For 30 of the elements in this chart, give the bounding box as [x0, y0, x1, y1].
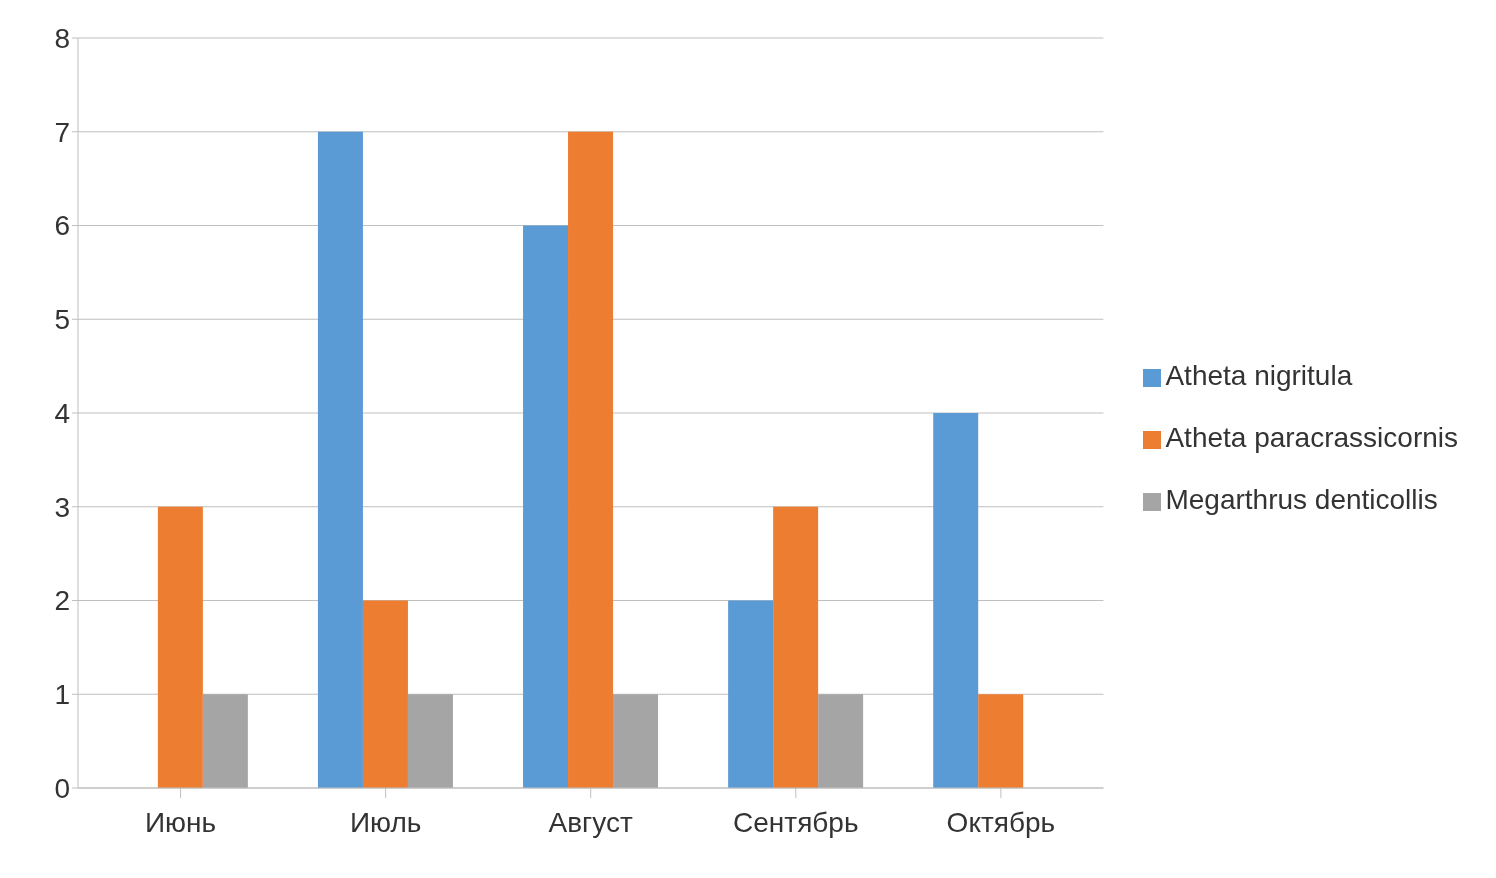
bar — [317, 131, 363, 788]
y-tick-label: 2 — [54, 585, 70, 617]
x-tick-label: Июль — [349, 806, 422, 838]
bar — [202, 694, 248, 788]
x-tick-label: Октябрь — [946, 806, 1056, 838]
y-tick-label: 5 — [54, 304, 70, 336]
bar — [407, 694, 453, 788]
y-tick-label: 6 — [54, 210, 70, 242]
legend-label: Megarthrus denticollis — [1165, 484, 1438, 515]
y-tick-label: 0 — [54, 772, 70, 804]
y-tick-label: 8 — [54, 22, 70, 54]
bar — [773, 506, 819, 788]
bar — [978, 694, 1024, 788]
y-tick-label: 7 — [54, 116, 70, 148]
bar — [568, 131, 614, 788]
bar — [523, 225, 569, 788]
bar — [728, 600, 774, 788]
x-tick-label: Июнь — [144, 806, 217, 838]
y-tick-label: 1 — [54, 679, 70, 711]
bar — [818, 694, 864, 788]
bar — [613, 694, 659, 788]
x-tick-label: Август — [548, 806, 634, 838]
bar — [157, 506, 203, 788]
legend-label: Atheta nigritula — [1165, 360, 1353, 391]
legend-label: Atheta paracrassicornis — [1165, 422, 1458, 453]
y-tick-label: 4 — [54, 397, 70, 429]
y-tick-label: 3 — [54, 491, 70, 523]
bar — [933, 413, 979, 788]
bar — [362, 600, 408, 788]
x-tick-label: Сентябрь — [733, 806, 859, 838]
